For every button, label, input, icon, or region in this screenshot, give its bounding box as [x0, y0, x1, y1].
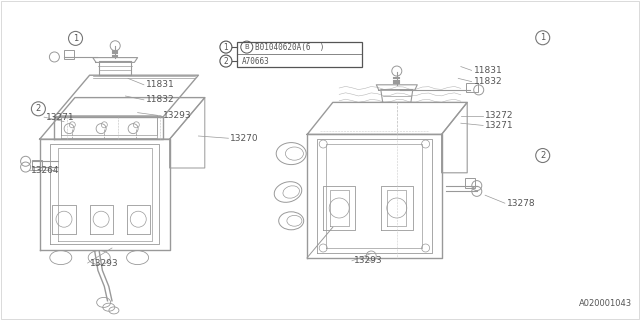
Text: 13271: 13271 — [46, 113, 75, 122]
Text: A70663: A70663 — [242, 57, 269, 66]
Text: 11832: 11832 — [146, 95, 175, 104]
Bar — [465, 178, 476, 188]
Text: 13293: 13293 — [354, 256, 383, 265]
Text: 1: 1 — [540, 33, 545, 42]
Text: 11831: 11831 — [474, 66, 502, 75]
Text: 13293: 13293 — [163, 111, 192, 120]
Text: 2: 2 — [223, 57, 228, 66]
Text: 11831: 11831 — [146, 80, 175, 89]
Text: 13272: 13272 — [485, 111, 514, 120]
Text: B: B — [244, 44, 249, 50]
Text: 1: 1 — [73, 34, 78, 43]
Bar — [64, 50, 74, 59]
Bar — [32, 160, 42, 170]
Text: 13278: 13278 — [507, 199, 536, 208]
Text: 13264: 13264 — [31, 166, 60, 175]
Text: 13271: 13271 — [485, 121, 514, 130]
Text: 13293: 13293 — [90, 259, 118, 268]
Bar — [466, 83, 478, 92]
Text: B01040620A(6  ): B01040620A(6 ) — [255, 43, 324, 52]
Bar — [237, 42, 362, 67]
Text: A020001043: A020001043 — [579, 299, 632, 308]
Text: 2: 2 — [540, 151, 545, 160]
Text: 13270: 13270 — [230, 134, 259, 143]
Text: 11832: 11832 — [474, 77, 502, 86]
Text: 1: 1 — [223, 43, 228, 52]
Text: 2: 2 — [36, 104, 41, 113]
